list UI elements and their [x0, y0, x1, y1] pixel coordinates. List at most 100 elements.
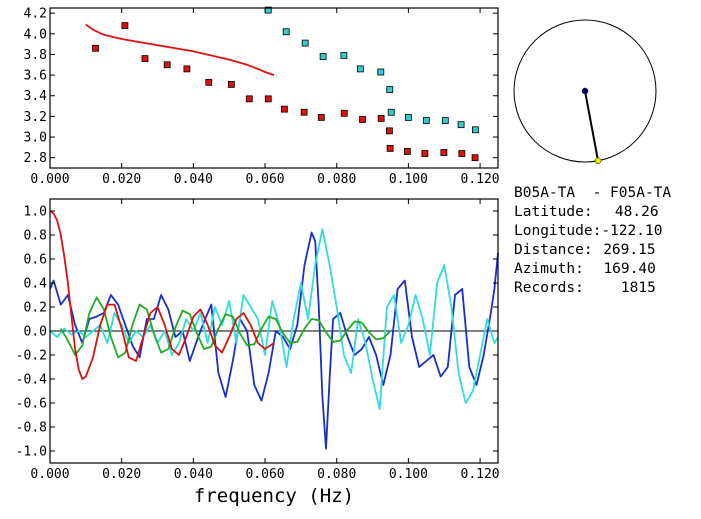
records-value: 1815: [620, 280, 656, 296]
velocity-series-0-point-12: [340, 109, 348, 117]
velocity-series-0-point-3: [163, 61, 171, 69]
velocity-series-0-point-6: [227, 80, 235, 88]
velocity-xtick-label-2: 0.040: [174, 172, 213, 187]
velocity-ytick-label-0: 2.8: [24, 151, 47, 166]
velocity-ytick-label-5: 3.8: [24, 48, 47, 63]
longitude-label: Longitude:: [514, 223, 602, 239]
velocity-series-0-point-4: [183, 65, 191, 73]
velocity-series-0-point-14: [377, 115, 385, 122]
station-pair: B05A-TA - F05A-TA: [514, 185, 672, 201]
correlation-xtick-label-1: 0.020: [102, 467, 141, 482]
correlation-xtick-label-5: 0.100: [389, 467, 428, 482]
velocity-ytick-label-2: 3.2: [24, 110, 47, 125]
map-station-b-marker: [594, 157, 602, 165]
velocity-plot: 0.000 0.020 0.040 0.060 0.080 0.100 0.120 2.8 3.…: [24, 7, 500, 187]
correlation-series-0-line: [49, 231, 499, 450]
latitude-row: Latitude: 48.26: [514, 203, 671, 222]
velocity-series-2-line: [85, 23, 275, 76]
correlation-plot: 0.000 0.020 0.040 0.060 0.080 0.100 0.120 1.0 0.…: [16, 198, 500, 482]
velocity-series-0-point-15: [386, 127, 393, 135]
correlation-series-3-line: [49, 210, 275, 380]
distance-label: Distance:: [514, 242, 593, 258]
velocity-series-1-point-9: [404, 114, 412, 121]
correlation-xtick-label-2: 0.040: [174, 467, 213, 482]
latitude-value: 48.26: [614, 204, 659, 220]
velocity-series-0-point-10: [300, 108, 308, 116]
correlation-ytick-label-9: -0.8: [16, 421, 47, 436]
x-axis-title: frequency (Hz): [194, 485, 354, 507]
velocity-xtick-label-3: 0.060: [245, 172, 284, 187]
velocity-ytick-label-1: 3.0: [24, 131, 47, 146]
correlation-xtick-label-6: 0.120: [461, 467, 500, 482]
correlation-series-1-line: [49, 228, 499, 410]
map-circle: [513, 19, 657, 163]
velocity-series-1-point-4: [340, 52, 348, 59]
velocity-series-1-point-2: [301, 39, 309, 47]
velocity-xtick-label-0: 0.000: [30, 172, 69, 187]
azimuth-value: 169.40: [603, 261, 656, 277]
velocity-series-0-point-7: [245, 95, 253, 103]
correlation-ytick-label-4: 0.2: [24, 301, 47, 316]
velocity-series-0-point-17: [403, 148, 411, 155]
correlation-xtick-label-0: 0.000: [30, 467, 69, 482]
correlation-ytick-label-10: -1.0: [16, 445, 47, 460]
correlation-ytick-label-1: 0.8: [24, 229, 47, 244]
velocity-ytick-label-7: 4.2: [24, 7, 47, 22]
velocity-xtick-label-6: 0.120: [461, 172, 500, 187]
velocity-series-0-point-2: [141, 55, 149, 62]
velocity-series-1-point-6: [377, 68, 385, 76]
velocity-series-0-point-8: [264, 95, 272, 103]
velocity-series-0-point-5: [205, 78, 213, 86]
longitude-row: Longitude:-122.10: [514, 222, 671, 241]
latitude-label: Latitude:: [514, 204, 593, 220]
correlation-series-2-line: [60, 296, 392, 359]
velocity-series-1-point-3: [319, 53, 327, 60]
velocity-series-0-point-19: [440, 149, 448, 156]
velocity-series-1-point-5: [356, 65, 364, 73]
velocity-series-1-point-1: [282, 28, 290, 36]
velocity-series-0-point-1: [121, 22, 129, 29]
velocity-series-0-point-11: [317, 114, 325, 121]
velocity-series-0-point-0: [92, 44, 99, 52]
azimuth-row: Azimuth: 169.40: [514, 260, 671, 279]
correlation-ytick-label-0: 1.0: [24, 205, 47, 220]
velocity-ytick-label-3: 3.4: [24, 89, 48, 104]
velocity-series-0-point-21: [471, 154, 479, 162]
correlation-xtick-label-4: 0.080: [317, 467, 356, 482]
velocity-xtick-label-4: 0.080: [317, 172, 356, 187]
correlation-ytick-label-7: -0.4: [16, 373, 47, 388]
distance-row: Distance: 269.15: [514, 241, 671, 260]
azimuth-label: Azimuth:: [514, 261, 584, 277]
velocity-series-0-point-16: [386, 144, 394, 152]
correlation-ytick-label-3: 0.4: [24, 277, 48, 292]
records-row: Records: 1815: [514, 279, 671, 298]
velocity-ytick-label-4: 3.6: [24, 69, 47, 84]
velocity-frame: [49, 7, 499, 169]
longitude-value: -122.10: [601, 223, 663, 239]
velocity-xtick-label-5: 0.100: [389, 172, 428, 187]
velocity-series-0-point-18: [421, 150, 429, 157]
station-info-panel: B05A-TA - F05A-TA Latitude: 48.26 Longitu…: [514, 184, 671, 298]
velocity-series-0-point-13: [359, 116, 366, 123]
velocity-series-1-point-12: [457, 121, 465, 129]
records-label: Records:: [514, 280, 584, 296]
map-inset: [513, 19, 657, 165]
map-station-a-marker: [581, 87, 589, 95]
velocity-series-0-point-20: [458, 150, 466, 157]
correlation-ytick-label-8: -0.6: [16, 397, 47, 412]
velocity-series-1-point-8: [387, 108, 395, 116]
velocity-series-1-point-11: [441, 117, 449, 124]
correlation-ytick-label-6: -0.2: [16, 349, 47, 364]
velocity-ytick-label-6: 4.0: [24, 27, 47, 42]
map-path-line: [584, 90, 600, 161]
velocity-series-1-point-13: [472, 126, 479, 134]
velocity-series-1-point-7: [386, 86, 394, 93]
correlation-xtick-label-3: 0.060: [245, 467, 284, 482]
distance-value: 269.15: [603, 242, 656, 258]
correlation-ytick-label-2: 0.6: [24, 253, 47, 268]
velocity-xtick-label-1: 0.020: [102, 172, 141, 187]
correlation-ytick-label-5: 0.0: [24, 325, 47, 340]
velocity-series-1-point-10: [422, 117, 430, 124]
velocity-series-0-point-9: [280, 105, 288, 113]
